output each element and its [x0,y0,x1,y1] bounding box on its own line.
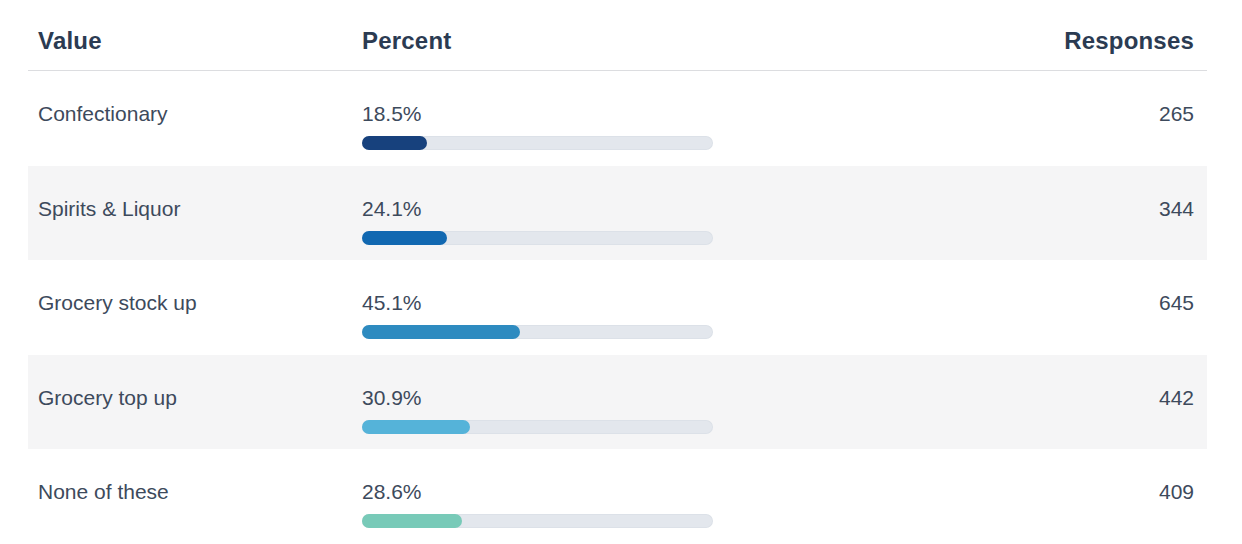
value-cell: Grocery top up [38,384,362,412]
percent-bar-track [362,325,713,339]
percent-label: 30.9% [362,384,713,412]
percent-bar-fill [362,136,427,150]
percent-cell: 24.1% [362,195,713,245]
table-header: Value Percent Responses [28,0,1207,71]
percent-cell: 45.1% [362,289,713,339]
value-cell: Grocery stock up [38,289,362,317]
percent-bar-track [362,231,713,245]
percent-cell: 18.5% [362,100,713,150]
percent-label: 28.6% [362,478,713,506]
column-header-responses: Responses [713,27,1194,55]
percent-bar-fill [362,420,470,434]
responses-cell: 442 [713,384,1194,412]
table-row: Spirits & Liquor 24.1% 344 [28,166,1207,261]
table-row: Confectionary 18.5% 265 [28,71,1207,166]
responses-cell: 344 [713,195,1194,223]
percent-cell: 28.6% [362,478,713,528]
survey-results-table: Value Percent Responses Confectionary 18… [0,0,1242,544]
percent-bar-track [362,136,713,150]
table-row: Grocery top up 30.9% 442 [28,355,1207,450]
percent-bar-fill [362,514,462,528]
table-row: Grocery stock up 45.1% 645 [28,260,1207,355]
percent-label: 45.1% [362,289,713,317]
column-header-percent: Percent [362,27,713,55]
responses-cell: 645 [713,289,1194,317]
percent-bar-fill [362,325,520,339]
percent-bar-fill [362,231,447,245]
column-header-value: Value [38,27,362,55]
responses-cell: 265 [713,100,1194,128]
value-cell: None of these [38,478,362,506]
value-cell: Confectionary [38,100,362,128]
percent-label: 18.5% [362,100,713,128]
percent-bar-track [362,514,713,528]
percent-cell: 30.9% [362,384,713,434]
table-row: None of these 28.6% 409 [28,449,1207,544]
value-cell: Spirits & Liquor [38,195,362,223]
percent-label: 24.1% [362,195,713,223]
table-body: Confectionary 18.5% 265 Spirits & Liquor… [28,71,1207,544]
percent-bar-track [362,420,713,434]
responses-cell: 409 [713,478,1194,506]
